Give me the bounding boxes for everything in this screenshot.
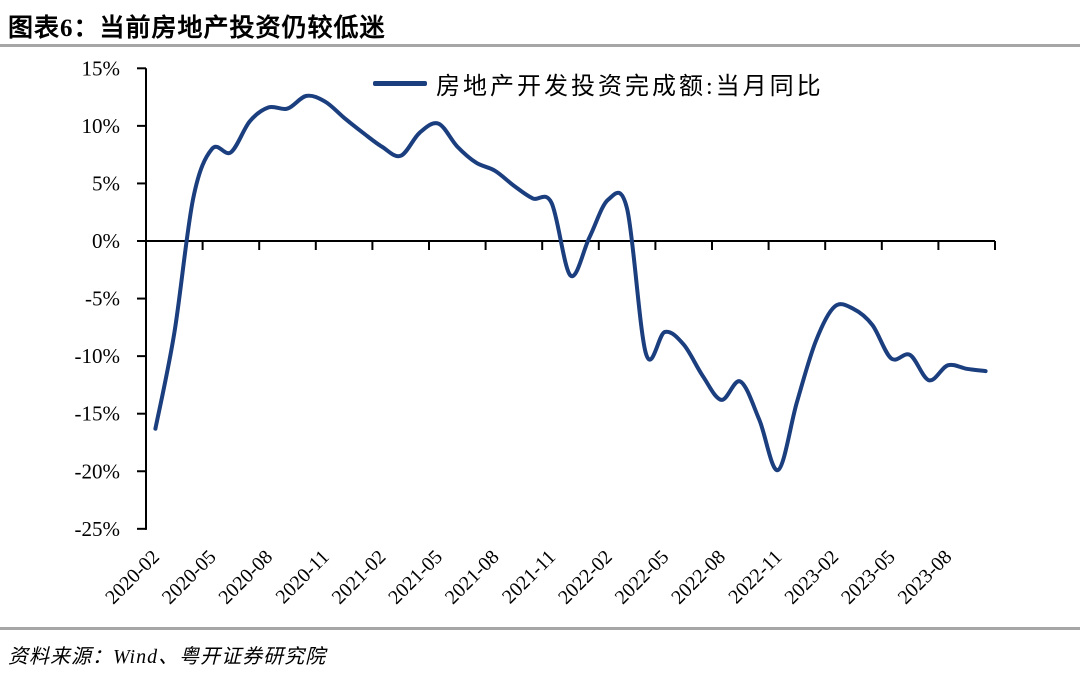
x-tick-label: 2022-05 [611,546,674,609]
x-tick-label: 2020-08 [214,546,277,609]
x-tick-label: 2020-11 [272,546,334,608]
y-tick-label: 15% [82,56,121,80]
x-tick-label: 2022-02 [554,546,617,609]
legend-label: 房地产开发投资完成额:当月同比 [436,74,824,100]
figure-title: 图表6：当前房地产投资仍较低迷 [8,15,386,42]
x-tick-label: 2023-02 [780,546,843,609]
x-tick-label: 2020-05 [158,546,221,609]
x-tick-label: 2022-08 [667,546,730,609]
y-tick-label: 10% [82,114,121,138]
y-tick-label: 0% [92,229,120,253]
source-note: 资料来源：Wind、粤开证券研究院 [8,646,327,668]
y-tick-label: -10% [75,344,121,368]
y-tick-label: -20% [75,459,121,483]
x-tick-label: 2022-11 [724,546,786,608]
chart-legend: 房地产开发投资完成额:当月同比 [373,66,824,101]
y-tick-label: -5% [85,287,120,311]
data-series-line [153,93,988,473]
y-tick-label: 5% [92,171,120,195]
x-tick-label: 2020-02 [101,546,164,609]
y-tick-label: -25% [75,517,121,541]
y-tick-label: -15% [75,402,121,426]
legend-line-swatch [373,81,427,86]
title-divider [0,44,1080,47]
x-tick-label: 2021-02 [328,546,391,609]
x-tick-label: 2021-05 [384,546,447,609]
line-chart: 15%10%5%0%-5%-10%-15%-20%-25%2020-022020… [75,56,996,609]
x-tick-label: 2023-08 [894,546,957,609]
x-tick-label: 2023-05 [837,546,900,609]
x-tick-label: 2021-08 [441,546,504,609]
x-tick-label: 2021-11 [498,546,560,608]
footer-divider [0,627,1080,630]
